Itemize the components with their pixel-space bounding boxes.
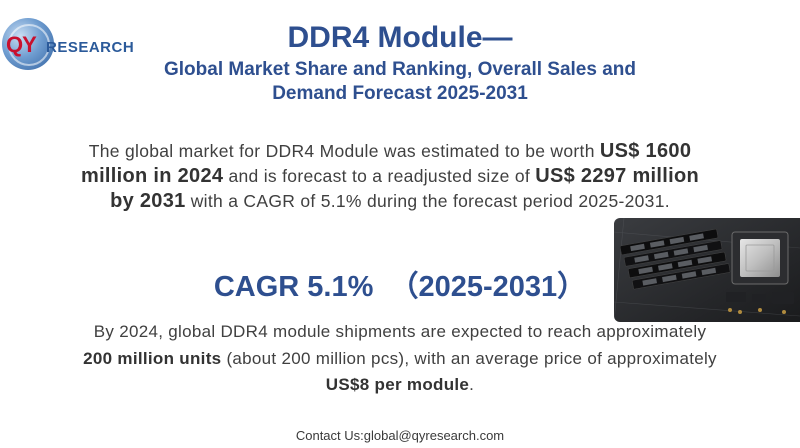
intro-text-1: The global market for DDR4 Module was es… (88, 141, 600, 161)
detail-text-1: By 2024, global DDR4 module shipments ar… (93, 322, 707, 341)
detail-units: 200 million units (83, 348, 222, 368)
subtitle-line-1: Global Market Share and Ranking, Overall… (164, 59, 636, 80)
logo-text: RESEARCH (46, 39, 135, 56)
intro-value-2024: US$ 1600 million in 2024 (80, 140, 692, 187)
market-intro-paragraph: The global market for DDR4 Module was es… (80, 139, 700, 214)
qyresearch-logo: QY RESEARCH (2, 18, 134, 70)
ddr4-memory-motherboard-photo (614, 218, 800, 322)
detail-price: US$8 per module (325, 375, 470, 394)
page-subtitle: Global Market Share and Ranking, Overall… (100, 58, 700, 106)
intro-value-2031: US$ 2297 million by 2031 (110, 165, 699, 212)
logo-mark: QY (6, 32, 37, 57)
motherboard-illustration (614, 218, 800, 322)
page-title: DDR4 Module— (287, 21, 513, 54)
shipments-paragraph: By 2024, global DDR4 module shipments ar… (80, 319, 720, 399)
detail-text-2: (about 200 million pcs), with an average… (221, 348, 717, 368)
intro-text-3: with a CAGR of 5.1% during the forecast … (185, 191, 670, 211)
intro-text-2: and is forecast to a readjusted size of (223, 166, 536, 186)
subtitle-line-2: Demand Forecast 2025-2031 (272, 83, 528, 104)
contact-email: Contact Us:global@qyresearch.com (295, 428, 505, 443)
detail-text-3: . (469, 375, 475, 394)
globe-icon (2, 18, 54, 70)
cagr-heading: CAGR 5.1% （2025-2031） (213, 271, 587, 303)
